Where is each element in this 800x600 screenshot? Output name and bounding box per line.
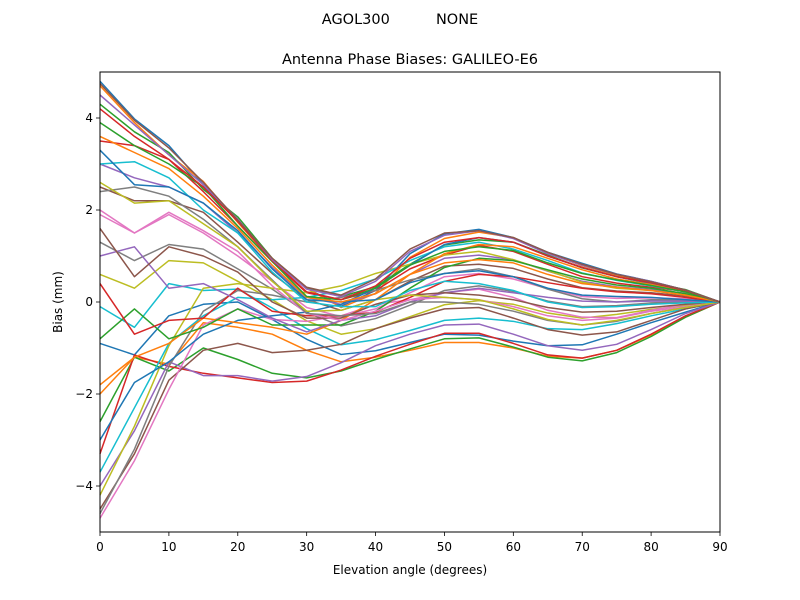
x-tick-label: 90 xyxy=(712,540,727,554)
x-axis: 0 10 20 30 40 50 60 70 80 90 xyxy=(96,532,728,554)
series-line-az080 xyxy=(99,259,721,335)
plot-lines xyxy=(99,80,721,519)
series-line-az260 xyxy=(99,209,721,322)
y-tick-label: 4 xyxy=(85,111,93,125)
series-line-az230 xyxy=(99,273,721,335)
x-tick-label: 30 xyxy=(299,540,314,554)
series-line-az350 xyxy=(99,82,721,303)
y-tick-label: −2 xyxy=(75,387,93,401)
series-line-az300 xyxy=(99,149,721,303)
series-line-az140 xyxy=(99,301,721,487)
series-line-az220 xyxy=(99,257,721,340)
x-tick-label: 20 xyxy=(230,540,245,554)
series-line-az330 xyxy=(99,108,721,303)
series-line-az030 xyxy=(99,140,721,303)
series-line-az150 xyxy=(99,301,721,510)
series-line-az090 xyxy=(99,282,721,346)
x-tick-label: 80 xyxy=(643,540,658,554)
y-tick-label: −4 xyxy=(75,479,93,493)
series-line-az100 xyxy=(99,301,721,356)
series-line-az130 xyxy=(99,301,721,455)
x-axis-label: Elevation angle (degrees) xyxy=(333,563,487,577)
x-tick-label: 50 xyxy=(437,540,452,554)
figure-suptitle: AGOL300 NONE xyxy=(322,12,478,28)
x-tick-label: 10 xyxy=(161,540,176,554)
y-axis: −4 −2 0 2 4 xyxy=(75,111,100,493)
y-tick-label: 0 xyxy=(85,295,93,309)
series-line-az280 xyxy=(99,181,721,326)
series-line-az270 xyxy=(99,186,721,326)
x-tick-label: 0 xyxy=(96,540,104,554)
series-line-az290 xyxy=(99,160,721,309)
x-tick-label: 60 xyxy=(506,540,521,554)
chart-title: Antenna Phase Biases: GALILEO-E6 xyxy=(282,52,538,68)
series-line-az050 xyxy=(99,186,721,312)
series-line-az070 xyxy=(99,241,720,327)
series-line-az310 xyxy=(99,135,721,303)
y-axis-label: Bias (mm) xyxy=(51,271,65,333)
series-line-az180 xyxy=(99,250,721,496)
y-tick-label: 2 xyxy=(85,203,93,217)
series-line-az060 xyxy=(99,213,721,318)
x-tick-label: 70 xyxy=(575,540,590,554)
series-line-az120 xyxy=(99,301,721,422)
x-tick-label: 40 xyxy=(368,540,383,554)
